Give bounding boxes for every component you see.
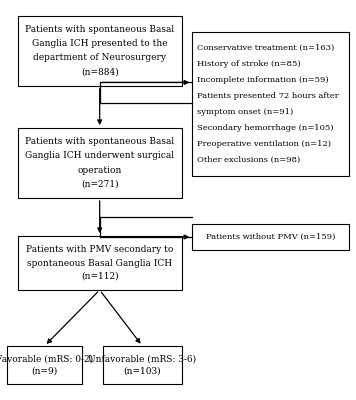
Text: Favorable (mRS: 0-2): Favorable (mRS: 0-2) [0,354,93,363]
Text: (n=9): (n=9) [31,367,58,376]
Text: department of Neurosurgery: department of Neurosurgery [33,54,166,62]
Text: History of stroke (n=85): History of stroke (n=85) [197,60,300,68]
FancyBboxPatch shape [103,346,182,384]
Text: spontaneous Basal Ganglia ICH: spontaneous Basal Ganglia ICH [27,258,172,268]
Text: (n=103): (n=103) [124,367,161,376]
Text: Ganglia ICH presented to the: Ganglia ICH presented to the [32,40,167,48]
Text: Patients presented 72 hours after: Patients presented 72 hours after [197,92,338,100]
Text: symptom onset (n=91): symptom onset (n=91) [197,108,293,116]
FancyBboxPatch shape [7,346,82,384]
Text: Preoperative ventilation (n=12): Preoperative ventilation (n=12) [197,140,330,148]
Text: Unfavorable (mRS: 3-6): Unfavorable (mRS: 3-6) [88,354,197,363]
Text: Other exclusions (n=98): Other exclusions (n=98) [197,156,300,164]
Text: operation: operation [78,166,122,174]
Text: Patients with spontaneous Basal: Patients with spontaneous Basal [25,26,174,34]
Text: Patients with PMV secondary to: Patients with PMV secondary to [26,245,173,254]
Text: Conservative treatment (n=163): Conservative treatment (n=163) [197,44,334,52]
Text: (n=271): (n=271) [81,180,119,188]
Text: (n=884): (n=884) [81,68,119,76]
Text: Patients with spontaneous Basal: Patients with spontaneous Basal [25,138,174,146]
Text: Patients without PMV (n=159): Patients without PMV (n=159) [206,233,335,241]
Text: (n=112): (n=112) [81,272,119,281]
FancyBboxPatch shape [18,128,182,198]
FancyBboxPatch shape [18,236,182,290]
FancyBboxPatch shape [192,224,349,250]
Text: Ganglia ICH underwent surgical: Ganglia ICH underwent surgical [25,152,174,160]
Text: Secondary hemorrhage (n=105): Secondary hemorrhage (n=105) [197,124,333,132]
Text: Incomplete information (n=59): Incomplete information (n=59) [197,76,328,84]
FancyBboxPatch shape [18,16,182,86]
FancyBboxPatch shape [192,32,349,176]
